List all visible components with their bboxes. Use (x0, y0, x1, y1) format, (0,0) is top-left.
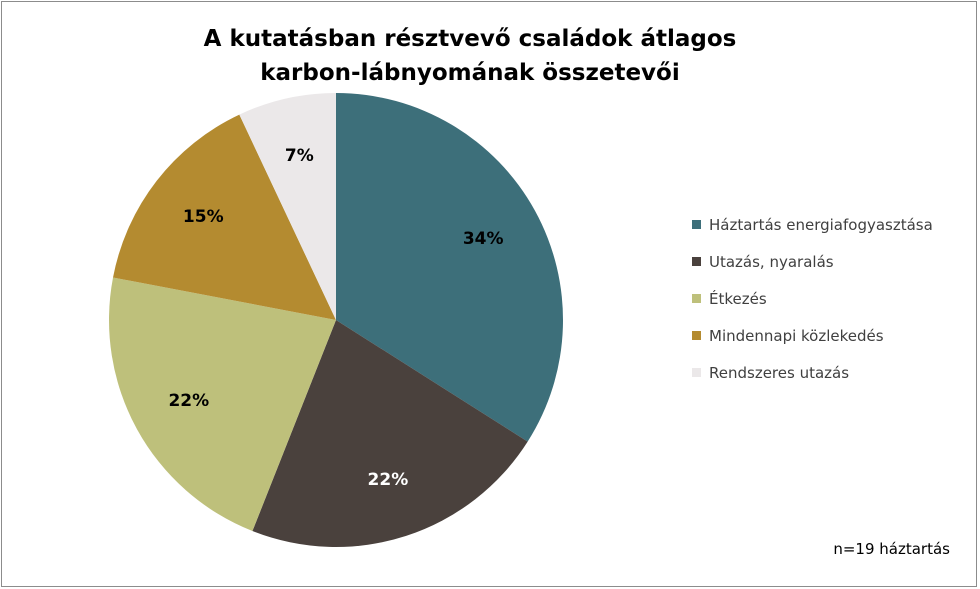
legend-swatch-food (692, 294, 701, 303)
chart-title-line-2: karbon-lábnyomának összetevői (260, 60, 680, 86)
legend-item-regular-travel: Rendszeres utazás (692, 354, 933, 391)
pie-slice-regular-travel (239, 93, 336, 320)
pie-label-energy: 34% (463, 229, 504, 249)
pie-slice-travel (252, 320, 528, 547)
legend-swatch-commute (692, 331, 701, 340)
pie-slice-food (109, 277, 336, 532)
legend-item-commute: Mindennapi közlekedés (692, 317, 933, 354)
chart-legend: Háztartás energiafogyasztása Utazás, nyar… (692, 206, 933, 391)
pie-label-travel: 22% (368, 470, 409, 490)
legend-label-energy: Háztartás energiafogyasztása (709, 215, 933, 234)
legend-swatch-travel (692, 257, 701, 266)
legend-item-energy: Háztartás energiafogyasztása (692, 206, 933, 243)
pie-label-commute: 15% (183, 207, 224, 227)
legend-label-regular-travel: Rendszeres utazás (709, 363, 850, 382)
pie-label-food: 22% (168, 391, 209, 411)
pie-label-regular-travel: 7% (285, 146, 314, 166)
legend-item-travel: Utazás, nyaralás (692, 243, 933, 280)
legend-label-travel: Utazás, nyaralás (709, 252, 834, 271)
legend-swatch-energy (692, 220, 701, 229)
legend-swatch-regular-travel (692, 368, 701, 377)
pie-slice-commute (113, 114, 336, 321)
legend-item-food: Étkezés (692, 280, 933, 317)
chart-title-line-1: A kutatásban résztvevő családok átlagos (203, 26, 737, 52)
pie-slice-energy (336, 93, 563, 442)
legend-label-commute: Mindennapi közlekedés (709, 326, 884, 345)
chart-title: A kutatásban résztvevő családok átlagos … (200, 22, 740, 90)
legend-label-food: Étkezés (709, 289, 767, 308)
sample-size-note: n=19 háztartás (833, 540, 950, 558)
